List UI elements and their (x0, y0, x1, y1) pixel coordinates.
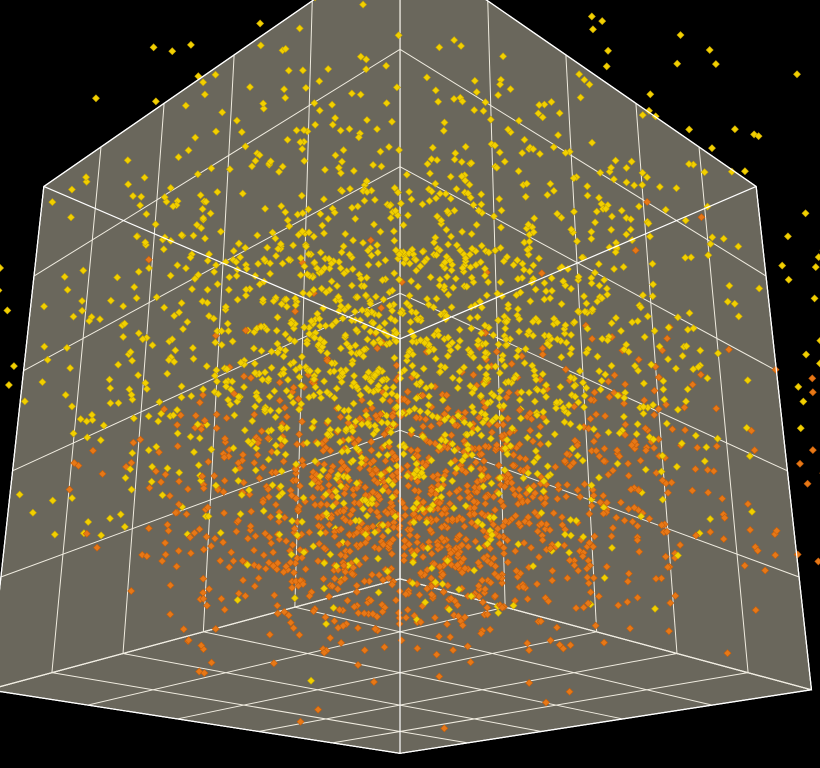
point-cluster-lower-orange (809, 447, 816, 454)
point-cluster-upper-yellow (187, 41, 194, 48)
point-cluster-upper-yellow (0, 287, 2, 294)
point-cluster-upper-yellow (795, 383, 802, 390)
point-cluster-upper-yellow (709, 145, 716, 152)
point-cluster-upper-yellow (92, 95, 99, 102)
point-cluster-upper-yellow (794, 71, 801, 78)
point-cluster-upper-yellow (588, 13, 595, 20)
point-cluster-upper-yellow (797, 425, 804, 432)
point-cluster-lower-orange (809, 375, 816, 382)
point-cluster-upper-yellow (5, 382, 12, 389)
point-cluster-upper-yellow (257, 20, 264, 27)
point-cluster-upper-yellow (811, 295, 818, 302)
scatter3d-plot[interactable] (0, 0, 820, 768)
point-cluster-upper-yellow (784, 233, 791, 240)
point-cluster-upper-yellow (647, 91, 654, 98)
point-cluster-upper-yellow (712, 61, 719, 68)
point-cluster-upper-yellow (686, 126, 693, 133)
point-cluster-upper-yellow (800, 398, 807, 405)
point-cluster-upper-yellow (785, 276, 792, 283)
point-cluster-upper-yellow (731, 126, 738, 133)
point-cluster-upper-yellow (4, 307, 11, 314)
point-cluster-upper-yellow (589, 26, 596, 33)
point-cluster-upper-yellow (816, 360, 820, 367)
point-cluster-upper-yellow (674, 60, 681, 67)
point-cluster-upper-yellow (603, 63, 610, 70)
point-cluster-upper-yellow (815, 254, 820, 261)
point-cluster-upper-yellow (779, 262, 786, 269)
point-cluster-lower-orange (796, 460, 803, 467)
point-cluster-upper-yellow (599, 18, 606, 25)
point-cluster-upper-yellow (677, 32, 684, 39)
point-cluster-lower-orange (809, 389, 816, 396)
point-cluster-upper-yellow (605, 47, 612, 54)
point-cluster-upper-yellow (812, 264, 819, 271)
point-cluster-upper-yellow (10, 363, 17, 370)
point-cluster-upper-yellow (0, 264, 4, 271)
point-cluster-upper-yellow (152, 98, 159, 105)
back-walls (0, 0, 811, 753)
point-cluster-upper-yellow (150, 44, 157, 51)
point-cluster-upper-yellow (803, 351, 810, 358)
point-cluster-upper-yellow (169, 48, 176, 55)
point-cluster-upper-yellow (741, 168, 748, 175)
point-cluster-lower-orange (804, 480, 811, 487)
point-cluster-upper-yellow (802, 210, 809, 217)
point-cluster-upper-yellow (706, 46, 713, 53)
point-cluster-lower-orange (815, 558, 820, 565)
